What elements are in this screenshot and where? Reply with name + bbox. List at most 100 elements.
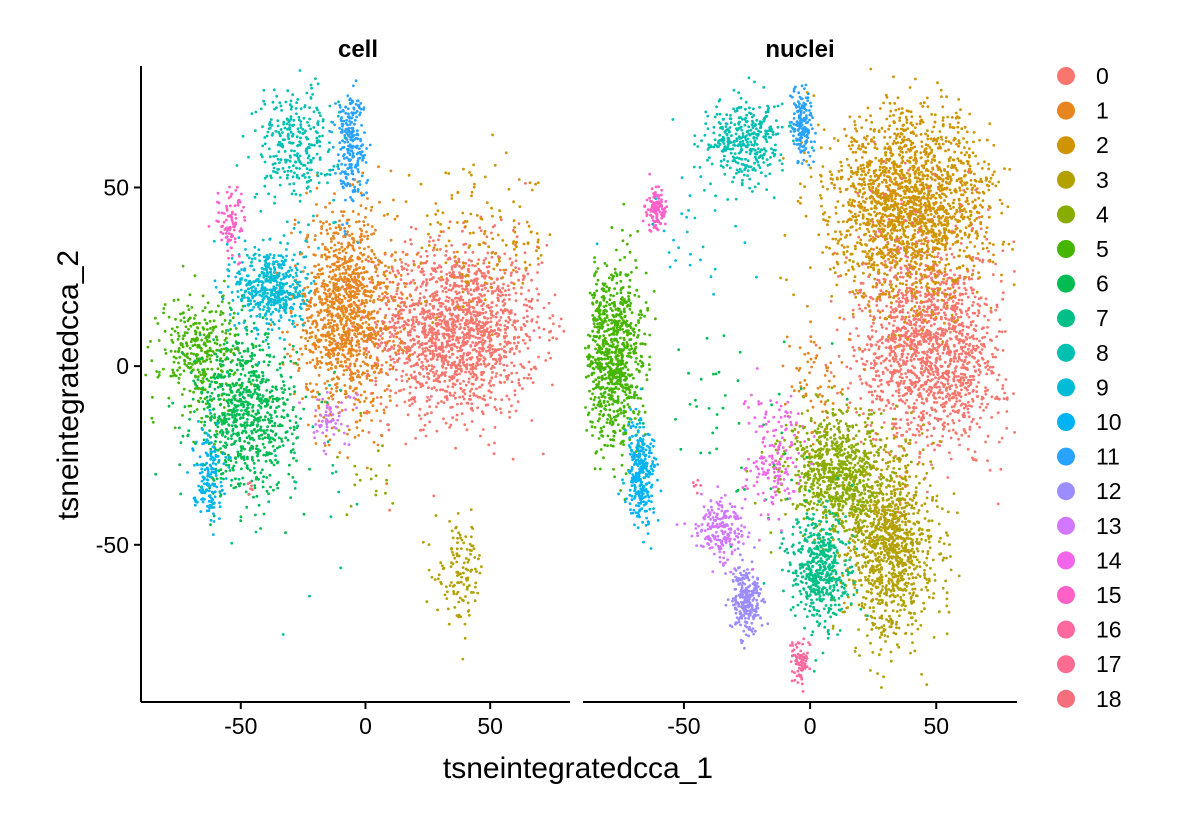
data-point — [189, 410, 192, 414]
data-point — [491, 364, 494, 368]
data-point — [305, 186, 309, 190]
data-point — [289, 99, 293, 103]
data-point — [189, 371, 193, 374]
data-point — [374, 383, 378, 387]
data-point — [231, 299, 235, 302]
data-point — [288, 128, 292, 131]
data-point — [213, 442, 216, 446]
data-point — [370, 364, 374, 368]
data-point — [348, 234, 351, 238]
data-point — [358, 349, 362, 352]
data-point — [307, 154, 311, 158]
data-point — [167, 404, 171, 408]
data-point — [212, 319, 216, 323]
data-point — [433, 386, 436, 389]
data-point — [415, 380, 419, 384]
data-point — [480, 294, 484, 298]
data-point — [489, 309, 492, 313]
data-point — [236, 431, 240, 435]
data-point — [484, 365, 487, 368]
data-point — [472, 185, 476, 189]
data-point — [502, 368, 506, 372]
data-point — [216, 394, 220, 398]
data-point — [200, 391, 204, 395]
data-point — [445, 394, 448, 398]
data-point — [510, 361, 514, 365]
data-point — [206, 406, 210, 409]
data-point — [233, 419, 237, 422]
data-point — [416, 302, 419, 306]
data-point — [436, 308, 440, 312]
data-point — [346, 245, 349, 249]
data-point — [334, 366, 338, 370]
data-point — [406, 272, 410, 276]
data-point — [407, 323, 410, 327]
data-point — [448, 257, 452, 261]
data-point — [428, 324, 431, 327]
data-point — [364, 207, 368, 210]
data-point — [369, 312, 373, 316]
data-point — [423, 324, 427, 328]
data-point — [253, 427, 256, 431]
data-point — [379, 298, 383, 302]
data-point — [234, 327, 238, 330]
data-point — [394, 251, 397, 254]
data-point — [374, 256, 377, 260]
data-point — [212, 326, 216, 330]
data-point — [493, 397, 497, 401]
data-point — [461, 331, 464, 334]
data-point — [285, 176, 289, 180]
data-point — [334, 226, 338, 230]
data-point — [277, 319, 281, 323]
data-point — [326, 264, 329, 268]
data-point — [351, 210, 355, 213]
data-point — [246, 406, 249, 410]
data-point — [332, 320, 336, 323]
data-point — [348, 340, 352, 343]
data-point — [390, 325, 393, 329]
data-point — [301, 288, 305, 292]
data-point — [334, 470, 338, 474]
data-point — [267, 363, 270, 367]
data-point — [319, 114, 322, 117]
data-point — [512, 341, 516, 345]
data-point — [181, 434, 185, 438]
data-point — [497, 257, 501, 261]
data-point — [372, 440, 376, 444]
data-point — [244, 490, 248, 494]
data-point — [338, 219, 341, 223]
data-point — [356, 272, 359, 275]
data-point — [349, 275, 353, 278]
data-point — [253, 195, 257, 199]
data-point — [416, 340, 420, 344]
data-point — [405, 347, 409, 351]
data-point — [347, 299, 351, 303]
data-point — [284, 431, 288, 434]
data-point — [457, 615, 460, 619]
data-point — [487, 443, 491, 447]
data-point — [315, 152, 319, 156]
data-point — [501, 293, 505, 297]
data-point — [323, 253, 327, 256]
data-point — [260, 283, 264, 287]
data-point — [220, 348, 224, 351]
data-point — [465, 318, 468, 322]
data-point — [189, 404, 193, 408]
data-point — [276, 460, 280, 464]
data-point — [277, 167, 280, 171]
data-point — [462, 352, 466, 355]
data-point — [380, 363, 384, 367]
data-point — [252, 369, 256, 373]
data-point — [292, 182, 296, 186]
data-point — [495, 321, 499, 325]
data-point — [177, 376, 181, 380]
data-point — [511, 457, 515, 461]
data-point — [365, 374, 369, 378]
data-point — [224, 469, 228, 473]
data-point — [282, 416, 286, 419]
data-point — [481, 338, 485, 342]
data-point — [328, 326, 331, 329]
data-point — [215, 342, 219, 346]
data-point — [442, 326, 446, 330]
data-point — [357, 257, 361, 261]
